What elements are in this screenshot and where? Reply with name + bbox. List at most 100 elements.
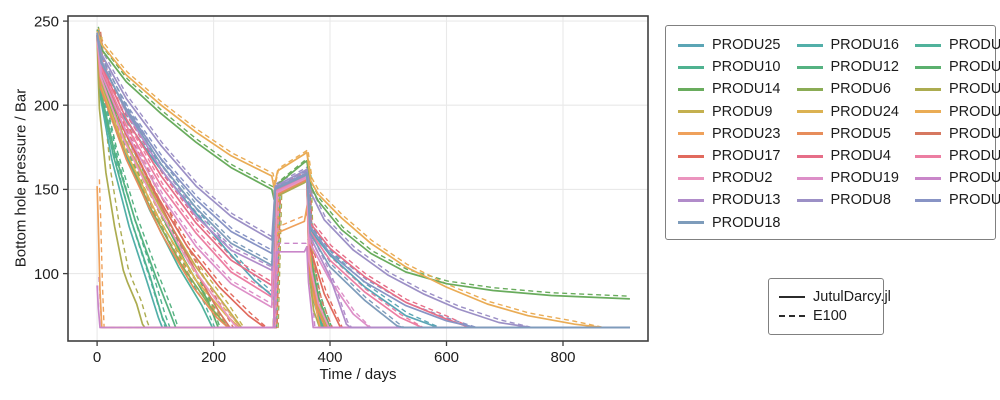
- legend-line-swatch: [915, 65, 941, 69]
- series-produ21-jutuldarcy: [96, 245, 630, 329]
- legend-line-swatch: [915, 154, 941, 158]
- legend-line-swatch: [915, 87, 941, 91]
- legend-item-produ13: PRODU13: [678, 189, 781, 211]
- legend-item-produ15: PRODU15: [915, 145, 1000, 167]
- legend-line-swatch: [678, 43, 704, 47]
- legend-line-swatch: [796, 65, 823, 69]
- series-produ25-e100: [98, 33, 630, 329]
- legend-item-label: PRODU3: [949, 103, 1000, 120]
- legend-item-label: PRODU11: [949, 125, 1000, 142]
- legend-item-produ6: PRODU6: [796, 78, 900, 100]
- legend-item-produ23: PRODU23: [678, 123, 781, 145]
- series-produ19-jutuldarcy: [96, 36, 630, 329]
- dashed-line-swatch: [779, 315, 805, 318]
- legend-item-label: PRODU19: [830, 170, 900, 187]
- legend-item-produ18: PRODU18: [678, 212, 781, 234]
- legend-item-produ21: PRODU21: [915, 167, 1000, 189]
- x-axis-label: Time / days: [319, 366, 397, 383]
- series-produ26-e100: [97, 31, 630, 329]
- y-tick-label: 150: [34, 182, 59, 199]
- legend-item-produ7: PRODU7: [915, 78, 1000, 100]
- legend-item-label: PRODU22: [949, 59, 1000, 76]
- simulator-legend: JutulDarcy.jl E100: [768, 278, 891, 335]
- y-tick-label: 250: [34, 13, 59, 30]
- x-tick-label: 0: [93, 349, 101, 366]
- series-produ6-e100: [98, 33, 630, 329]
- legend-item-produ5: PRODU5: [796, 123, 900, 145]
- legend-item-label: PRODU13: [712, 192, 781, 209]
- legend-item-label: JutulDarcy.jl: [813, 288, 891, 305]
- series-produ3-jutuldarcy: [96, 30, 630, 329]
- legend-item-label: E100: [813, 308, 847, 325]
- legend-item-label: PRODU8: [830, 192, 891, 209]
- y-tick-label: 200: [34, 97, 59, 114]
- legend-item-label: PRODU4: [830, 148, 891, 165]
- legend-item-produ24: PRODU24: [796, 101, 900, 123]
- legend-item-label: PRODU20: [949, 37, 1000, 54]
- legend-item-produ9: PRODU9: [678, 101, 781, 123]
- legend-line-swatch: [915, 176, 941, 180]
- y-tick-label: 100: [34, 266, 59, 283]
- legend-item-produ19: PRODU19: [796, 167, 900, 189]
- legend-item-label: PRODU26: [949, 192, 1000, 209]
- legend-line-swatch: [915, 198, 941, 202]
- legend-line-swatch: [796, 154, 823, 158]
- legend-item-produ8: PRODU8: [796, 189, 900, 211]
- wells-legend-column-2: PRODU16 PRODU12 PRODU6 PRODU24 PRODU5 PRODU4 P…: [796, 34, 900, 235]
- legend-item-produ3: PRODU3: [915, 101, 1000, 123]
- series-produ8-jutuldarcy: [96, 32, 630, 329]
- legend-item-produ12: PRODU12: [796, 56, 900, 78]
- legend-item-label: PRODU21: [949, 170, 1000, 187]
- legend-line-swatch: [796, 110, 823, 114]
- legend-item-produ4: PRODU4: [796, 145, 900, 167]
- legend-line-swatch: [678, 110, 704, 114]
- legend-item-produ26: PRODU26: [915, 189, 1000, 211]
- legend-item-label: PRODU6: [830, 81, 891, 98]
- legend-line-swatch: [678, 87, 704, 91]
- legend-item-produ25: PRODU25: [678, 34, 781, 56]
- plot-spines: [67, 15, 649, 342]
- legend-item-label: PRODU18: [712, 214, 781, 231]
- legend-line-swatch: [678, 176, 704, 180]
- legend-item-label: PRODU12: [830, 59, 900, 76]
- legend-line-swatch: [796, 198, 823, 202]
- series-produ6-jutuldarcy: [96, 36, 630, 329]
- solid-line-swatch: [779, 295, 805, 298]
- series-produ25-jutuldarcy: [96, 36, 630, 329]
- legend-item-label: PRODU15: [949, 148, 1000, 165]
- legend-line-swatch: [915, 132, 941, 136]
- legend-item-label: PRODU16: [830, 37, 900, 54]
- series-produ18-jutuldarcy: [96, 32, 630, 329]
- legend-line-swatch: [678, 198, 704, 202]
- series-produ3-e100: [97, 28, 630, 329]
- series-produ14-jutuldarcy: [96, 29, 630, 300]
- series-produ24-e100: [98, 33, 630, 329]
- legend-item-jutuldarcy-jl: JutulDarcy.jl: [779, 287, 891, 307]
- legend-line-swatch: [678, 154, 704, 158]
- wells-legend-column-1: PRODU25 PRODU10 PRODU14 PRODU9 PRODU23 PRODU1…: [678, 34, 781, 235]
- x-tick-label: 600: [434, 349, 459, 366]
- series-produ26-jutuldarcy: [96, 34, 630, 329]
- series-produ23-e100: [98, 179, 630, 329]
- wells-legend: PRODU25 PRODU10 PRODU14 PRODU9 PRODU23 PRODU1…: [665, 25, 1000, 240]
- legend-item-produ14: PRODU14: [678, 78, 781, 100]
- legend-item-produ22: PRODU22: [915, 56, 1000, 78]
- legend-item-label: PRODU24: [830, 103, 900, 120]
- legend-line-swatch: [678, 221, 704, 225]
- series-produ13-e100: [97, 29, 630, 329]
- y-axis-label: Bottom hole pressure / Bar: [12, 88, 30, 268]
- legend-line-swatch: [678, 65, 704, 69]
- legend-item-e100: E100: [779, 307, 873, 327]
- legend-item-label: PRODU25: [712, 37, 781, 54]
- series-produ15-jutuldarcy: [96, 36, 630, 329]
- legend-line-swatch: [796, 132, 823, 136]
- wells-legend-column-3: PRODU20 PRODU22 PRODU7 PRODU3 PRODU11 PRODU15…: [915, 34, 1000, 235]
- series-produ24-jutuldarcy: [96, 36, 630, 329]
- legend-item-produ11: PRODU11: [915, 123, 1000, 145]
- x-tick-label: 200: [201, 349, 226, 366]
- legend-line-swatch: [796, 43, 823, 47]
- series-produ20-jutuldarcy: [96, 36, 630, 329]
- legend-item-produ16: PRODU16: [796, 34, 900, 56]
